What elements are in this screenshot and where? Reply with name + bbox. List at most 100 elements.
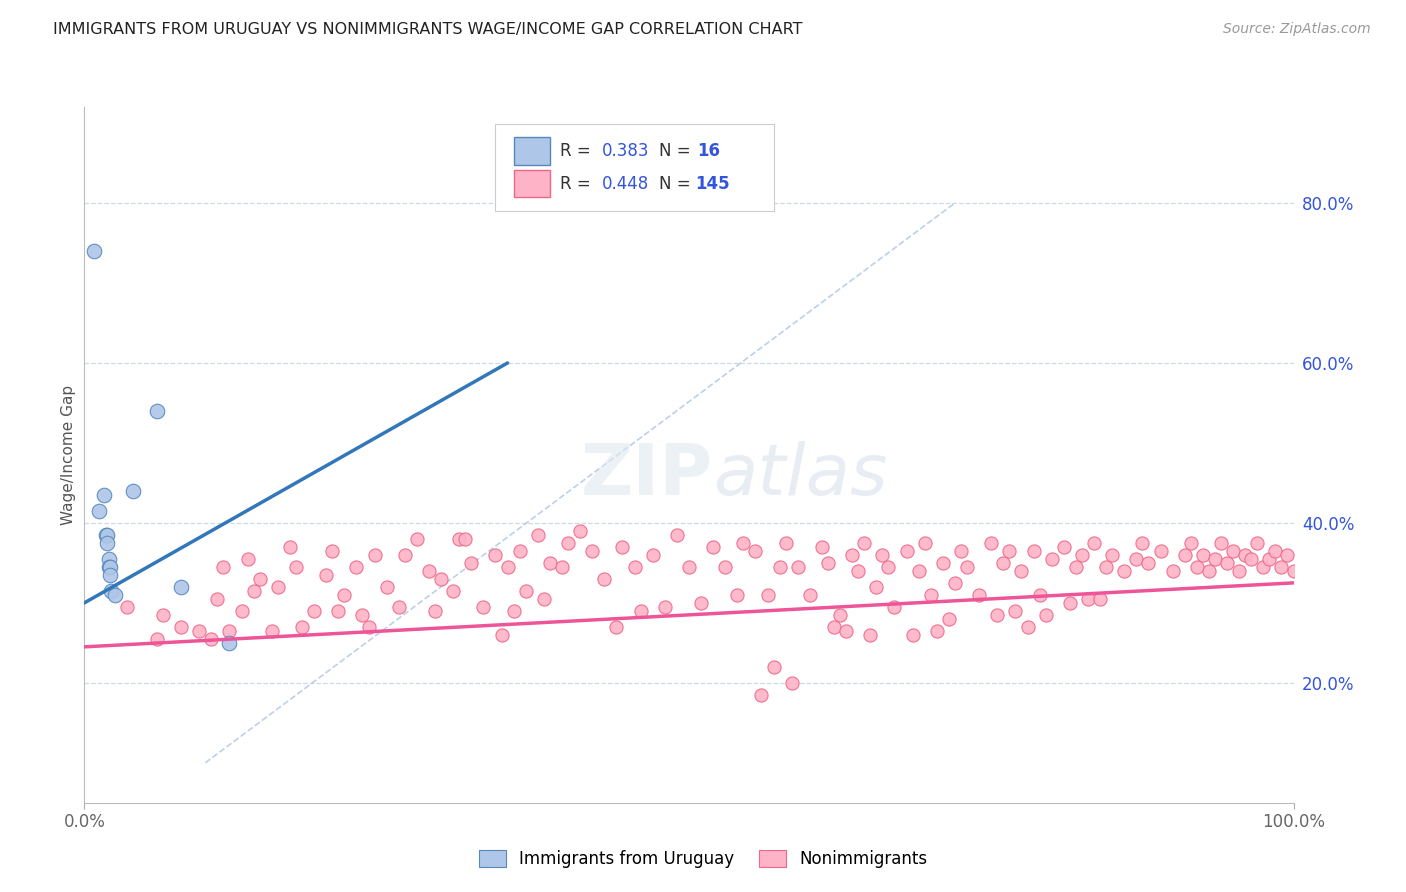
Text: IMMIGRANTS FROM URUGUAY VS NONIMMIGRANTS WAGE/INCOME GAP CORRELATION CHART: IMMIGRANTS FROM URUGUAY VS NONIMMIGRANTS…: [53, 22, 803, 37]
Point: [509, 544, 531, 558]
Point: [1222, 544, 1244, 558]
Point: [242, 583, 264, 598]
Point: [853, 536, 876, 550]
Point: [1088, 591, 1111, 606]
Point: [1161, 564, 1184, 578]
Point: [986, 607, 1008, 622]
Point: [97, 552, 120, 566]
Point: [756, 588, 779, 602]
Point: [877, 560, 900, 574]
Point: [170, 580, 193, 594]
Point: [93, 488, 115, 502]
Point: [612, 540, 634, 554]
Point: [914, 536, 936, 550]
Point: [502, 604, 524, 618]
Point: [333, 588, 356, 602]
Point: [557, 536, 579, 550]
Text: R =: R =: [560, 175, 596, 193]
Point: [533, 591, 555, 606]
Point: [823, 620, 845, 634]
Point: [1101, 548, 1123, 562]
Point: [472, 599, 495, 614]
Point: [352, 607, 374, 622]
Point: [1114, 564, 1136, 578]
Point: [883, 599, 905, 614]
Text: 0.448: 0.448: [602, 175, 650, 193]
Point: [406, 532, 429, 546]
Text: atlas: atlas: [713, 442, 887, 510]
Point: [551, 560, 574, 574]
Point: [1234, 548, 1257, 562]
Point: [260, 624, 283, 638]
Point: [762, 660, 785, 674]
Point: [1198, 564, 1220, 578]
Point: [690, 596, 713, 610]
Point: [901, 628, 924, 642]
Point: [943, 575, 966, 590]
Text: R =: R =: [560, 142, 596, 160]
Point: [104, 588, 127, 602]
Point: [1035, 607, 1057, 622]
Point: [967, 588, 990, 602]
Point: [146, 632, 169, 646]
Point: [769, 560, 792, 574]
Point: [751, 688, 773, 702]
Point: [1192, 548, 1215, 562]
Point: [388, 599, 411, 614]
Text: N =: N =: [659, 175, 696, 193]
Point: [1125, 552, 1147, 566]
Point: [231, 604, 253, 618]
Point: [321, 544, 343, 558]
Point: [267, 580, 290, 594]
Point: [218, 624, 240, 638]
Point: [146, 404, 169, 418]
Point: [346, 560, 368, 574]
Point: [907, 564, 929, 578]
Point: [581, 544, 603, 558]
Point: [1204, 552, 1226, 566]
Point: [725, 588, 748, 602]
Point: [291, 620, 314, 634]
Point: [449, 532, 471, 546]
Point: [200, 632, 222, 646]
Point: [1264, 544, 1286, 558]
Point: [1185, 560, 1208, 574]
Point: [1209, 536, 1232, 550]
Point: [1004, 604, 1026, 618]
Text: Source: ZipAtlas.com: Source: ZipAtlas.com: [1223, 22, 1371, 37]
Point: [100, 583, 122, 598]
Text: 16: 16: [697, 142, 720, 160]
Text: N =: N =: [659, 142, 696, 160]
Point: [1132, 536, 1154, 550]
Point: [1059, 596, 1081, 610]
Point: [950, 544, 973, 558]
Point: [980, 536, 1002, 550]
FancyBboxPatch shape: [513, 137, 550, 165]
Point: [1064, 560, 1087, 574]
FancyBboxPatch shape: [495, 124, 773, 211]
Point: [817, 556, 839, 570]
Point: [1040, 552, 1063, 566]
Text: ZIP: ZIP: [581, 442, 713, 510]
Point: [925, 624, 948, 638]
Point: [218, 636, 240, 650]
Point: [835, 624, 858, 638]
Point: [841, 548, 863, 562]
Point: [328, 604, 350, 618]
Y-axis label: Wage/Income Gap: Wage/Income Gap: [60, 384, 76, 525]
Point: [1227, 564, 1250, 578]
Point: [515, 583, 537, 598]
Point: [207, 591, 229, 606]
Point: [98, 567, 121, 582]
Point: [302, 604, 325, 618]
Point: [799, 588, 821, 602]
Point: [363, 548, 385, 562]
Point: [460, 556, 482, 570]
Point: [714, 560, 737, 574]
Point: [1270, 560, 1292, 574]
Point: [1282, 564, 1305, 578]
Point: [872, 548, 894, 562]
Point: [430, 572, 453, 586]
Point: [87, 504, 110, 518]
Point: [170, 620, 193, 634]
